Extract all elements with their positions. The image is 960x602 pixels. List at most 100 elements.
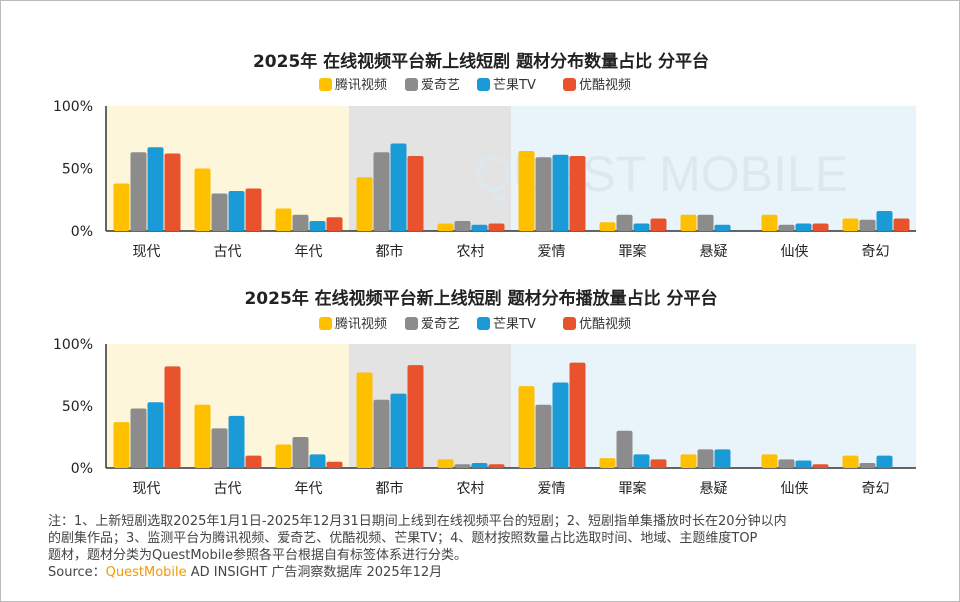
bg-region-group: [349, 344, 511, 468]
x-tick-label: 现代: [133, 244, 161, 260]
bar-腾讯视频: [599, 458, 616, 468]
bar-爱奇艺: [778, 224, 795, 231]
x-tick-label: 爱情: [538, 244, 566, 260]
y-tick-label: 100%: [53, 337, 93, 353]
x-tick-label: 都市: [376, 243, 404, 260]
bar-芒果TV: [633, 454, 650, 468]
bar-腾讯视频: [518, 151, 535, 231]
bar-芒果TV: [309, 454, 326, 468]
bar-芒果TV: [390, 393, 407, 468]
bar-腾讯视频: [842, 218, 859, 231]
bar-爱奇艺: [130, 408, 147, 468]
bar-芒果TV: [714, 224, 731, 231]
source-brand: QuestMobile: [105, 565, 187, 580]
y-tick-label: 0%: [71, 461, 93, 477]
legend-swatch: [477, 317, 490, 330]
bar-芒果TV: [471, 463, 488, 468]
bar-爱奇艺: [616, 430, 633, 468]
x-tick-label: 古代: [214, 481, 242, 497]
bar-芒果TV: [390, 143, 407, 231]
bar-芒果TV: [876, 455, 893, 468]
bar-优酷视频: [650, 459, 667, 468]
legend-label: 芒果TV: [493, 316, 536, 332]
legend-label: 腾讯视频: [335, 316, 387, 332]
bar-爱奇艺: [130, 152, 147, 231]
bar-芒果TV: [633, 223, 650, 231]
legend-label: 爱奇艺: [421, 316, 460, 332]
bar-爱奇艺: [697, 214, 714, 231]
legend-swatch: [319, 78, 332, 91]
x-tick-label: 奇幻: [862, 480, 890, 497]
y-tick-label: 100%: [53, 99, 93, 115]
x-tick-label: 罪案: [619, 243, 647, 260]
source-line: Source：QuestMobile AD INSIGHT 广告洞察数据库 20…: [48, 564, 928, 581]
legend-swatch: [477, 78, 490, 91]
bar-芒果TV: [876, 211, 893, 231]
bar-腾讯视频: [437, 223, 454, 231]
bar-腾讯视频: [599, 222, 616, 231]
bar-优酷视频: [812, 464, 829, 468]
x-tick-label: 爱情: [538, 481, 566, 497]
bar-优酷视频: [569, 156, 586, 231]
legend-swatch: [405, 78, 418, 91]
bar-优酷视频: [245, 188, 262, 231]
bar-爱奇艺: [292, 437, 309, 468]
bar-腾讯视频: [275, 444, 292, 468]
source-label: Source：: [48, 565, 106, 580]
bar-爱奇艺: [373, 152, 390, 231]
bar-爱奇艺: [535, 404, 552, 468]
legend-label: 芒果TV: [493, 77, 536, 93]
bar-爱奇艺: [697, 449, 714, 468]
legend-swatch: [319, 317, 332, 330]
bar-优酷视频: [650, 218, 667, 231]
bar-腾讯视频: [113, 422, 130, 468]
bar-优酷视频: [326, 217, 343, 231]
bar-腾讯视频: [275, 208, 292, 231]
bar-腾讯视频: [437, 459, 454, 468]
legend-label: 优酷视频: [579, 317, 631, 332]
x-tick-label: 仙侠: [781, 244, 809, 260]
x-tick-label: 农村: [457, 244, 485, 260]
chart-title: 2025年 在线视频平台新上线短剧 题材分布数量占比 分平台: [253, 51, 709, 72]
x-tick-label: 悬疑: [700, 244, 728, 260]
bar-爱奇艺: [373, 399, 390, 468]
bar-芒果TV: [714, 449, 731, 468]
legend-label: 腾讯视频: [335, 77, 387, 93]
bar-芒果TV: [552, 382, 569, 468]
bar-腾讯视频: [356, 372, 373, 468]
bar-优酷视频: [164, 153, 181, 231]
bar-优酷视频: [569, 362, 586, 468]
bar-腾讯视频: [842, 455, 859, 468]
y-tick-label: 50%: [62, 162, 93, 178]
x-tick-label: 年代: [295, 481, 323, 497]
x-tick-label: 古代: [214, 244, 242, 260]
bar-腾讯视频: [113, 183, 130, 231]
bar-优酷视频: [245, 455, 262, 468]
bar-腾讯视频: [194, 404, 211, 468]
x-tick-label: 年代: [295, 244, 323, 260]
bar-腾讯视频: [518, 386, 535, 468]
bar-芒果TV: [795, 460, 812, 468]
bar-腾讯视频: [194, 168, 211, 231]
y-tick-label: 0%: [71, 224, 93, 240]
bar-腾讯视频: [356, 177, 373, 231]
x-tick-label: 都市: [376, 480, 404, 497]
bar-爱奇艺: [616, 214, 633, 231]
bar-爱奇艺: [292, 214, 309, 231]
bar-腾讯视频: [680, 214, 697, 231]
note-line-3: 题材，题材分类为QuestMobile参照各平台根据自有标签体系进行分类。: [48, 548, 467, 563]
bar-腾讯视频: [680, 454, 697, 468]
bar-腾讯视频: [761, 454, 778, 468]
legend-swatch: [563, 78, 576, 91]
bar-爱奇艺: [859, 463, 876, 468]
bar-芒果TV: [552, 154, 569, 231]
bar-芒果TV: [147, 402, 164, 468]
x-tick-label: 现代: [133, 481, 161, 497]
legend-swatch: [563, 317, 576, 330]
bar-优酷视频: [488, 223, 505, 231]
bar-芒果TV: [228, 415, 245, 468]
footnotes: 注：1、上新短剧选取2025年1月1日-2025年12月31日期间上线到在线视频…: [48, 513, 928, 581]
source-text: AD INSIGHT 广告洞察数据库 2025年12月: [186, 565, 443, 580]
